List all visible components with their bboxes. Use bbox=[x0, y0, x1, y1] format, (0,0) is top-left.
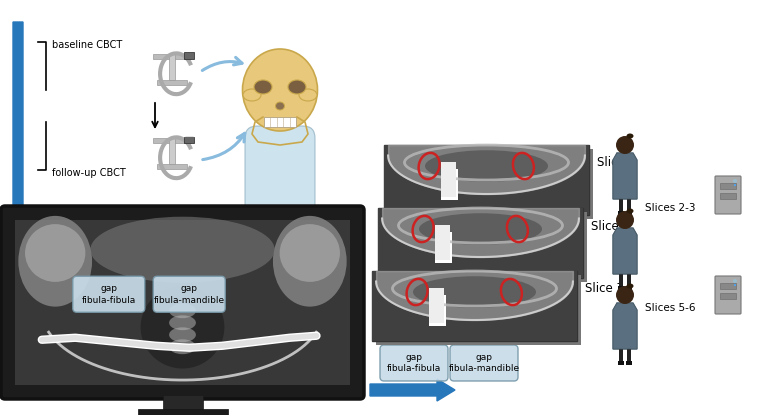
Bar bbox=[618, 286, 624, 290]
FancyArrow shape bbox=[370, 379, 455, 401]
Text: baseline CBCT: baseline CBCT bbox=[52, 40, 122, 50]
Bar bbox=[378, 208, 583, 278]
Text: Slices 5-6: Slices 5-6 bbox=[645, 303, 695, 313]
Ellipse shape bbox=[626, 208, 633, 213]
FancyArrow shape bbox=[8, 22, 28, 377]
Circle shape bbox=[616, 211, 634, 229]
Polygon shape bbox=[613, 153, 637, 199]
FancyBboxPatch shape bbox=[153, 276, 225, 312]
Bar bbox=[618, 361, 624, 365]
Circle shape bbox=[734, 284, 736, 286]
Bar bbox=[185, 137, 193, 142]
Bar bbox=[720, 293, 736, 299]
Polygon shape bbox=[613, 228, 637, 274]
Circle shape bbox=[616, 286, 634, 304]
Text: Slice 7: Slice 7 bbox=[585, 283, 624, 295]
Ellipse shape bbox=[425, 150, 548, 182]
Bar bbox=[435, 232, 451, 263]
Text: Slices 2-3: Slices 2-3 bbox=[645, 203, 695, 213]
Bar bbox=[430, 295, 446, 326]
Ellipse shape bbox=[19, 216, 92, 307]
Circle shape bbox=[733, 179, 737, 183]
Bar bbox=[382, 212, 587, 282]
Ellipse shape bbox=[419, 213, 542, 245]
Bar bbox=[169, 138, 175, 164]
Bar bbox=[138, 409, 228, 415]
Bar bbox=[378, 208, 583, 278]
Bar bbox=[441, 168, 458, 200]
Circle shape bbox=[734, 184, 736, 186]
Bar bbox=[627, 274, 631, 288]
Bar bbox=[619, 199, 623, 213]
Ellipse shape bbox=[280, 224, 340, 282]
Circle shape bbox=[733, 279, 737, 283]
Bar bbox=[153, 138, 190, 143]
Bar bbox=[162, 395, 203, 409]
Ellipse shape bbox=[299, 89, 317, 101]
Text: gap
fibula-fibula: gap fibula-fibula bbox=[82, 284, 136, 305]
Bar bbox=[15, 220, 350, 385]
Bar bbox=[388, 149, 593, 219]
Bar bbox=[384, 145, 589, 215]
Bar bbox=[626, 286, 632, 290]
Bar bbox=[384, 145, 589, 215]
Bar bbox=[435, 225, 450, 261]
Bar bbox=[720, 183, 736, 189]
Polygon shape bbox=[613, 303, 637, 349]
FancyBboxPatch shape bbox=[380, 345, 448, 381]
Ellipse shape bbox=[90, 217, 274, 283]
Ellipse shape bbox=[626, 283, 633, 288]
Text: gap
fibula-fibula: gap fibula-fibula bbox=[387, 353, 441, 374]
Bar bbox=[153, 54, 190, 59]
Bar bbox=[626, 361, 632, 365]
FancyBboxPatch shape bbox=[73, 276, 145, 312]
Bar bbox=[184, 53, 194, 59]
Ellipse shape bbox=[25, 224, 85, 282]
Bar bbox=[627, 199, 631, 213]
Ellipse shape bbox=[169, 339, 196, 354]
FancyBboxPatch shape bbox=[245, 126, 315, 230]
Circle shape bbox=[616, 136, 634, 154]
Ellipse shape bbox=[413, 276, 536, 308]
Bar bbox=[430, 288, 444, 324]
Ellipse shape bbox=[254, 80, 272, 94]
Text: gap
fibula-mandible: gap fibula-mandible bbox=[154, 284, 225, 305]
Bar bbox=[627, 349, 631, 363]
Bar bbox=[619, 274, 623, 288]
Bar bbox=[264, 117, 296, 127]
Ellipse shape bbox=[626, 134, 633, 139]
Bar bbox=[157, 80, 187, 85]
Bar bbox=[618, 211, 624, 215]
Bar bbox=[720, 193, 736, 199]
Bar bbox=[372, 271, 577, 341]
Ellipse shape bbox=[242, 49, 318, 131]
Bar bbox=[15, 220, 350, 385]
Ellipse shape bbox=[243, 89, 261, 101]
Bar bbox=[185, 54, 193, 59]
Text: gap
fibula-mandible: gap fibula-mandible bbox=[448, 353, 520, 374]
Ellipse shape bbox=[169, 315, 196, 330]
Bar bbox=[169, 54, 175, 80]
FancyBboxPatch shape bbox=[1, 206, 364, 399]
FancyBboxPatch shape bbox=[715, 176, 741, 214]
Bar bbox=[720, 283, 736, 289]
Text: Slice 4: Slice 4 bbox=[591, 220, 630, 232]
Bar bbox=[157, 164, 187, 169]
Ellipse shape bbox=[273, 216, 347, 307]
Bar bbox=[441, 163, 456, 198]
Bar bbox=[626, 211, 632, 215]
FancyBboxPatch shape bbox=[715, 276, 741, 314]
Ellipse shape bbox=[141, 286, 225, 369]
Bar bbox=[376, 275, 581, 345]
Ellipse shape bbox=[169, 303, 196, 318]
FancyBboxPatch shape bbox=[450, 345, 518, 381]
Text: Slice 1: Slice 1 bbox=[597, 156, 636, 169]
Bar bbox=[372, 271, 577, 341]
Bar bbox=[184, 137, 194, 143]
Ellipse shape bbox=[169, 327, 196, 342]
Bar bbox=[619, 349, 623, 363]
Text: follow-up CBCT: follow-up CBCT bbox=[52, 168, 126, 178]
Ellipse shape bbox=[276, 102, 284, 110]
Ellipse shape bbox=[288, 80, 306, 94]
